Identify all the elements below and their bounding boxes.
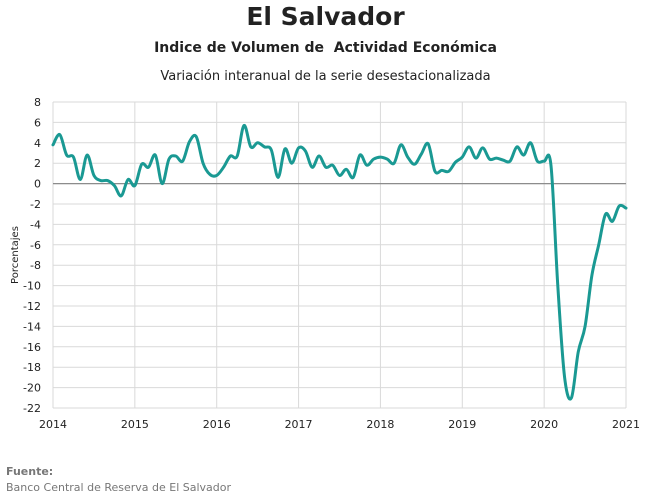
y-tick-label: -18 <box>23 361 41 374</box>
x-axis-ticks: 2014 2015 2016 2017 2018 2019 2020 2021 <box>39 418 640 431</box>
x-tick-label: 2020 <box>530 418 558 431</box>
x-tick-label: 2019 <box>448 418 476 431</box>
x-tick-label: 2021 <box>612 418 640 431</box>
y-tick-label: -12 <box>23 300 41 313</box>
y-tick-label: -14 <box>23 320 41 333</box>
y-tick-label: -20 <box>23 382 41 395</box>
source-label: Fuente: <box>6 465 54 478</box>
chart-subtitle: Indice de Volumen de Actividad Económica <box>154 40 497 56</box>
y-tick-label: 0 <box>34 178 41 191</box>
y-tick-label: 2 <box>34 157 41 170</box>
y-tick-label: -4 <box>30 218 41 231</box>
source-block: Fuente: Banco Central de Reserva de El S… <box>6 465 231 494</box>
grid-lines <box>52 101 627 409</box>
data-points <box>52 124 628 399</box>
y-tick-label: -2 <box>30 198 41 211</box>
y-tick-label: -10 <box>23 280 41 293</box>
x-tick-label: 2017 <box>285 418 313 431</box>
y-tick-label: -8 <box>30 259 41 272</box>
y-axis-label: Porcentajes <box>10 226 21 284</box>
x-tick-label: 2018 <box>366 418 394 431</box>
y-tick-label: 4 <box>34 137 41 150</box>
y-tick-label: 6 <box>34 116 41 129</box>
series-line <box>51 123 628 401</box>
x-tick-label: 2014 <box>39 418 67 431</box>
y-axis-ticks: 8 6 4 2 0 -2 -4 -6 -8 -10 -12 -14 -16 -18 -20 -22 <box>23 96 41 415</box>
chart-title: El Salvador <box>246 2 405 31</box>
x-tick-label: 2015 <box>121 418 149 431</box>
y-tick-label: 8 <box>34 96 41 109</box>
chart-subtitle-2: Variación interanual de la serie desesta… <box>160 69 491 84</box>
x-tick-label: 2016 <box>203 418 231 431</box>
y-tick-label: -22 <box>23 402 41 415</box>
source-text: Banco Central de Reserva de El Salvador <box>6 481 232 494</box>
y-tick-label: -16 <box>23 341 41 354</box>
y-tick-label: -6 <box>30 239 41 252</box>
